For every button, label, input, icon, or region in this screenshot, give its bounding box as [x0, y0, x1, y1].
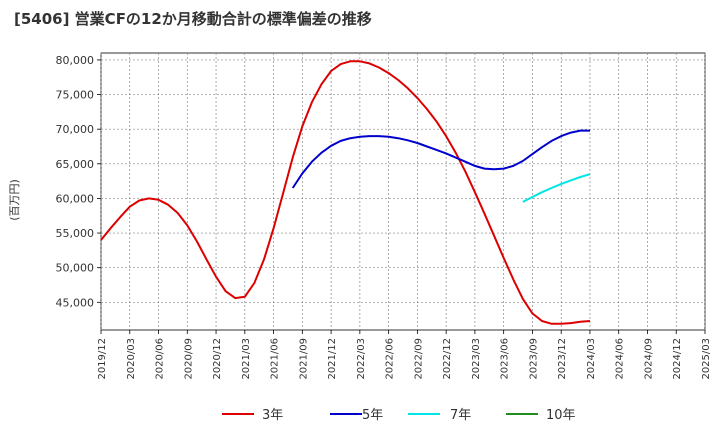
legend: 3年 5年 7年 10年 [222, 408, 576, 423]
y-tick-label: 65,000 [56, 158, 95, 171]
x-tick-label: 2022/12 [442, 338, 453, 380]
series-line-3 [522, 173, 591, 203]
x-tick-label: 2024/09 [643, 338, 654, 380]
legend-label-3: 7年 [450, 408, 471, 423]
y-tick-label: 75,000 [56, 89, 95, 102]
x-tick-label: 2020/12 [212, 338, 223, 380]
y-tick-label: 50,000 [56, 262, 95, 275]
plot-area [100, 52, 706, 331]
y-axis-ticks: 45,000 50,000 55,000 60,000 65,000 70,000 75,0… [56, 54, 101, 309]
y-tick-label: 70,000 [56, 123, 95, 136]
x-tick-label: 2021/06 [270, 338, 281, 380]
legend-label-2: 5年 [362, 408, 383, 423]
x-tick-label: 2020/09 [183, 338, 194, 380]
x-tick-label: 2022/09 [413, 338, 424, 380]
y-tick-label: 60,000 [56, 192, 95, 205]
legend-label-1: 3年 [262, 408, 283, 423]
x-tick-label: 2022/06 [385, 338, 396, 380]
chart-title: [5406] 営業CFの12か月移動合計の標準偏差の推移 [14, 10, 372, 28]
y-tick-label: 80,000 [56, 54, 95, 67]
x-tick-label: 2025/03 [701, 338, 712, 380]
x-tick-label: 2023/06 [500, 338, 511, 380]
y-tick-label: 45,000 [56, 296, 95, 309]
x-tick-label: 2024/12 [672, 338, 683, 380]
x-tick-label: 2023/09 [528, 338, 539, 380]
x-tick-label: 2023/03 [471, 338, 482, 380]
x-tick-label: 2024/06 [615, 338, 626, 380]
series-lines [100, 60, 591, 325]
series-line-2 [291, 129, 590, 189]
grid-lines [100, 53, 706, 330]
x-tick-label: 2022/03 [356, 338, 367, 380]
y-tick-label: 55,000 [56, 227, 95, 240]
x-tick-label: 2023/12 [557, 338, 568, 380]
x-tick-label: 2021/03 [241, 338, 252, 380]
x-tick-label: 2021/09 [298, 338, 309, 380]
series-line-1 [100, 60, 591, 325]
legend-label-4: 10年 [546, 408, 576, 423]
x-axis-ticks: 2019/12 2020/03 2020/06 2020/09 2020/12 2021/… [97, 330, 712, 380]
x-tick-label: 2020/03 [126, 338, 137, 380]
y-axis-label: (百万円) [8, 179, 21, 221]
x-tick-label: 2020/06 [155, 338, 166, 380]
x-tick-label: 2021/12 [327, 338, 338, 380]
x-tick-label: 2019/12 [97, 338, 108, 380]
x-tick-label: 2024/03 [586, 338, 597, 380]
